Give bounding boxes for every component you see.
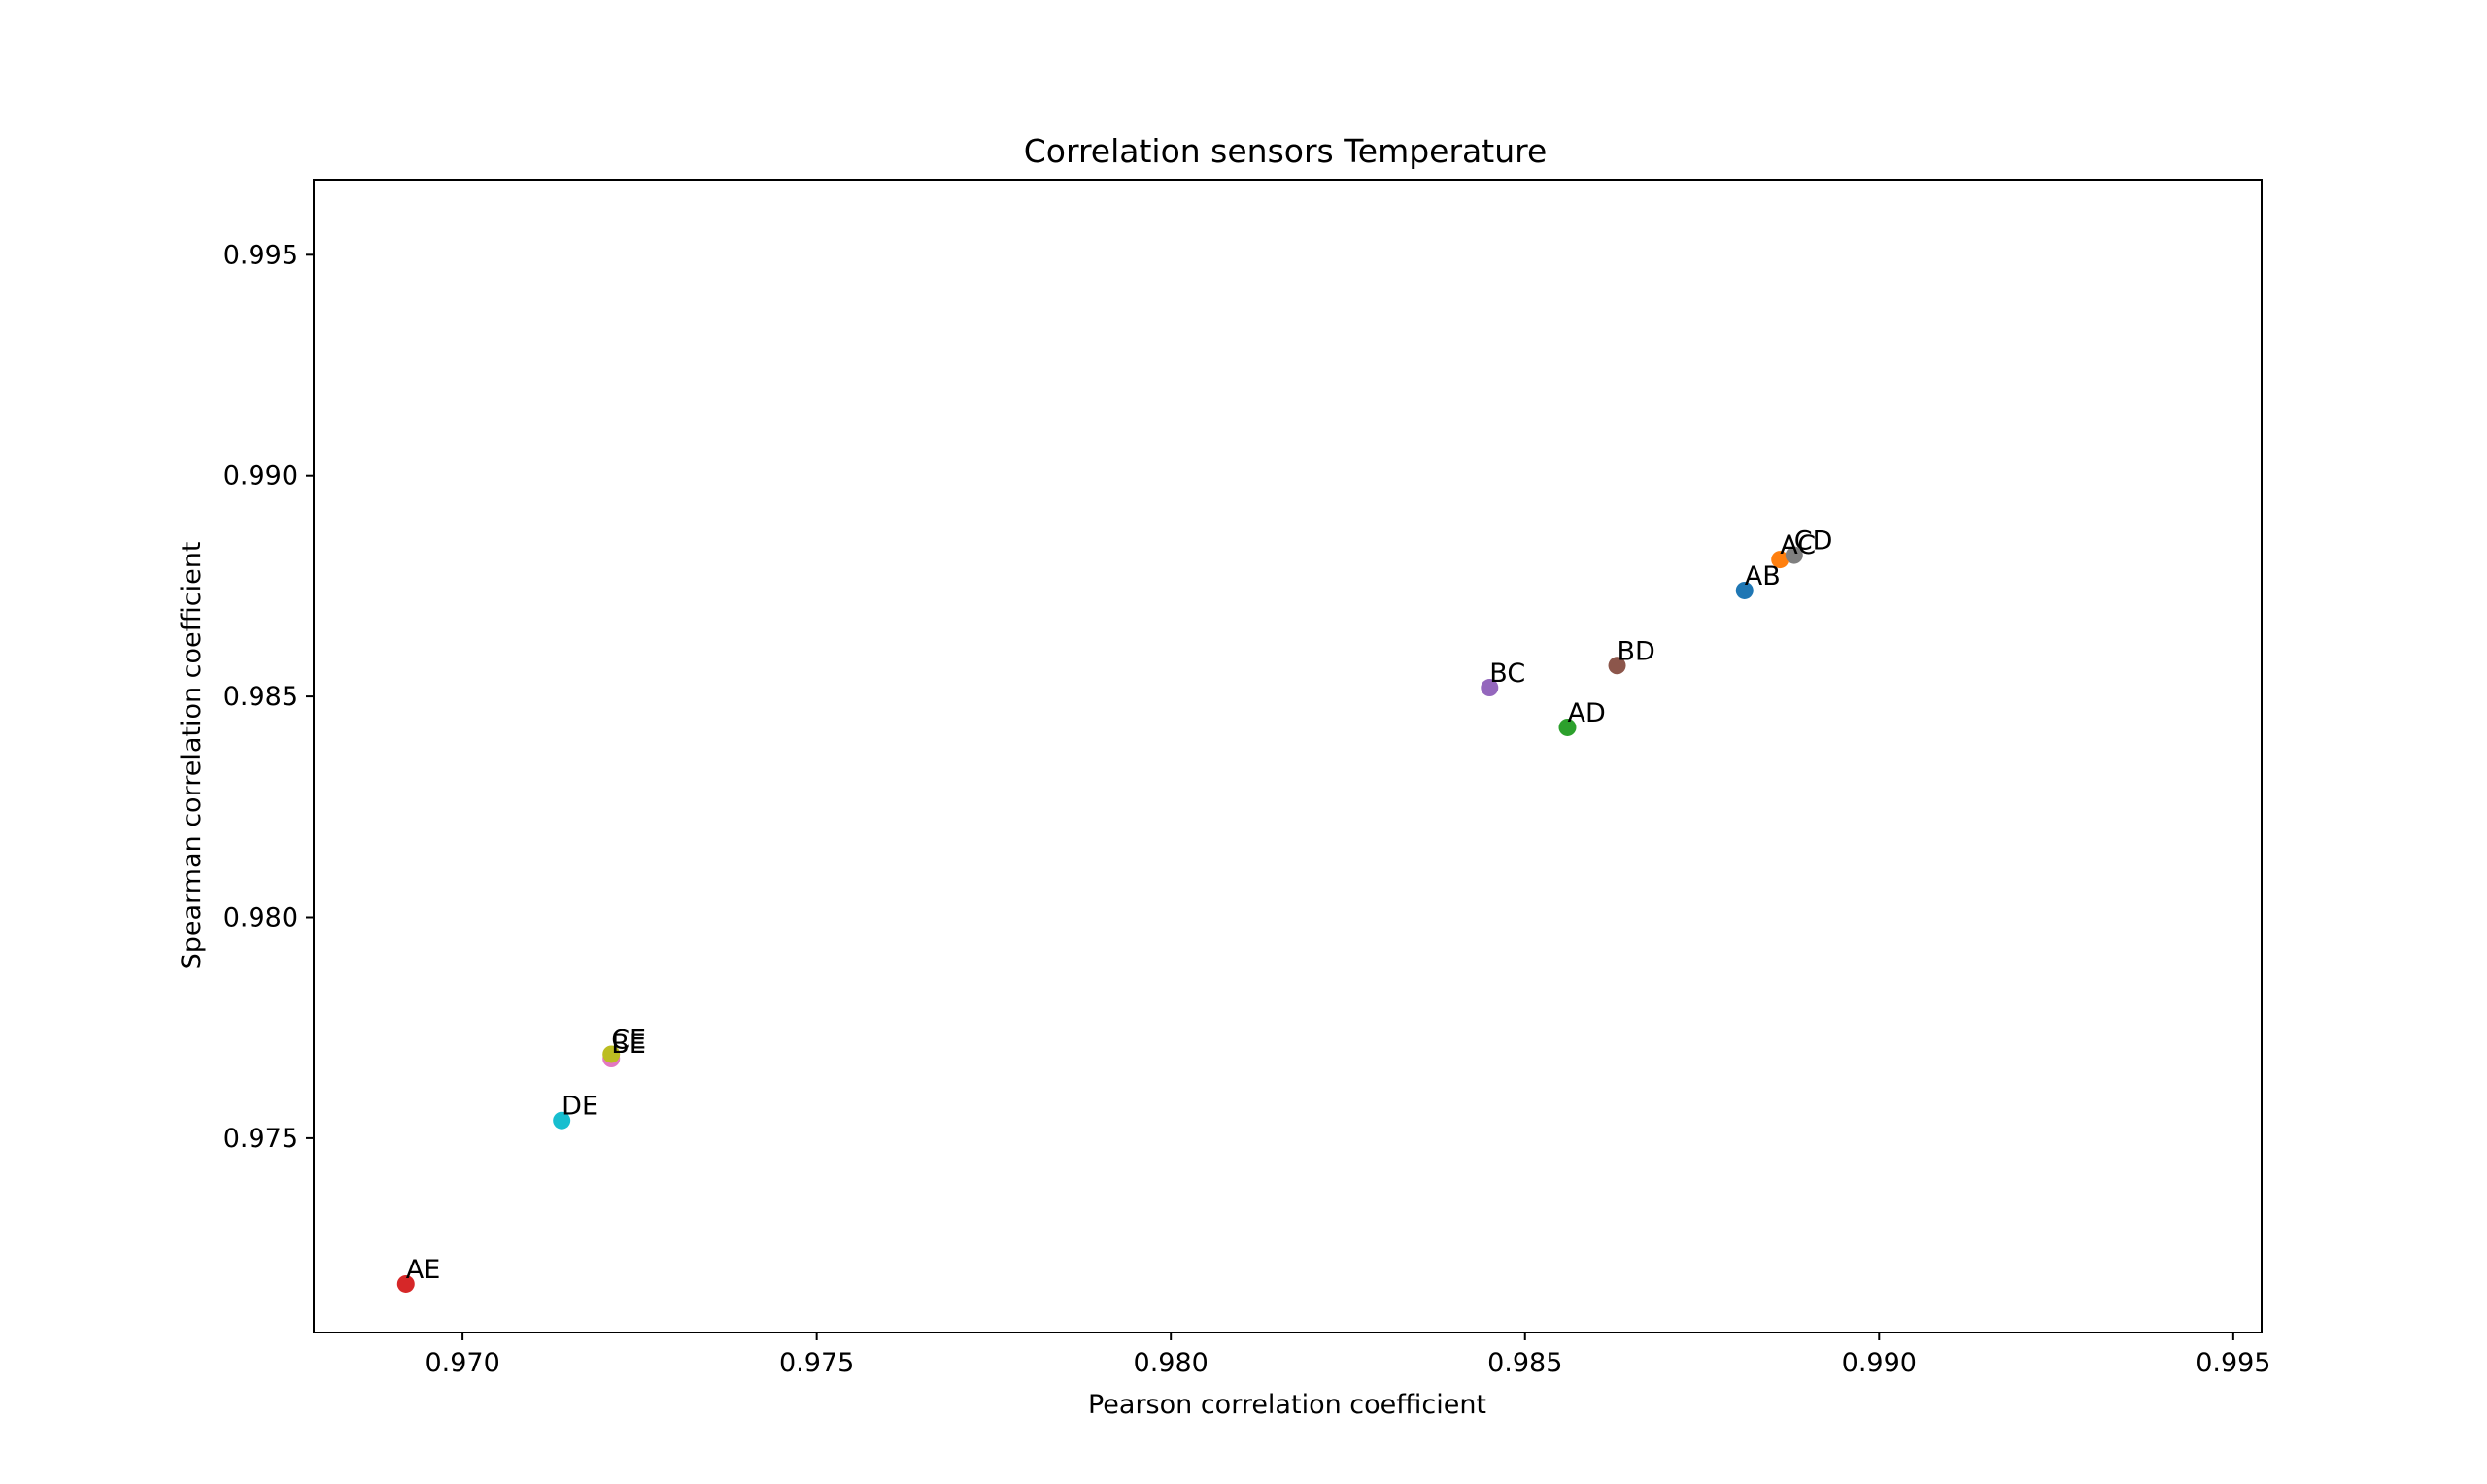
data-points <box>396 546 1803 1293</box>
y-tick-label: 0.990 <box>223 461 298 491</box>
data-point-bd <box>1608 657 1626 675</box>
x-axis-label: Pearson correlation coefficient <box>1088 1390 1486 1420</box>
y-tick-label: 0.985 <box>223 682 298 712</box>
x-tick-label: 0.990 <box>1842 1348 1917 1378</box>
point-label-bc: BC <box>1489 658 1525 689</box>
y-axis-ticks: 0.975 0.980 0.985 0.990 0.995 <box>223 240 314 1154</box>
x-axis-ticks: 0.970 0.975 0.980 0.985 0.990 0.995 <box>425 1332 2270 1378</box>
point-label-ce: CE <box>611 1025 646 1055</box>
x-tick-label: 0.970 <box>425 1348 499 1378</box>
x-tick-label: 0.975 <box>779 1348 854 1378</box>
y-axis-label: Spearman correlation coefficient <box>177 542 207 970</box>
point-label-cd: CD <box>1794 526 1833 556</box>
point-label-ad: AD <box>1567 698 1605 728</box>
point-label-ae: AE <box>406 1255 441 1285</box>
chart-title: Correlation sensors Temperature <box>1024 132 1548 170</box>
data-point-cd <box>1785 546 1803 564</box>
data-point-bc <box>1481 679 1499 697</box>
data-point-ad <box>1558 718 1577 736</box>
point-label-be: BE <box>611 1029 646 1060</box>
data-point-ab <box>1735 581 1754 599</box>
data-point-ce <box>602 1045 621 1063</box>
y-tick-label: 0.975 <box>223 1124 298 1154</box>
point-label-ac: AC <box>1780 530 1816 560</box>
x-tick-label: 0.980 <box>1134 1348 1209 1378</box>
point-label-de: DE <box>562 1092 598 1122</box>
plot-area <box>313 179 2263 1333</box>
point-label-bd: BD <box>1618 636 1655 666</box>
data-point-ac <box>1771 551 1789 569</box>
x-tick-label: 0.995 <box>2196 1348 2270 1378</box>
point-label-ab: AB <box>1745 561 1781 591</box>
y-tick-label: 0.980 <box>223 902 298 932</box>
data-point-de <box>553 1111 571 1130</box>
y-tick-label: 0.995 <box>223 240 298 270</box>
x-tick-label: 0.985 <box>1487 1348 1562 1378</box>
data-point-ae <box>396 1274 415 1293</box>
